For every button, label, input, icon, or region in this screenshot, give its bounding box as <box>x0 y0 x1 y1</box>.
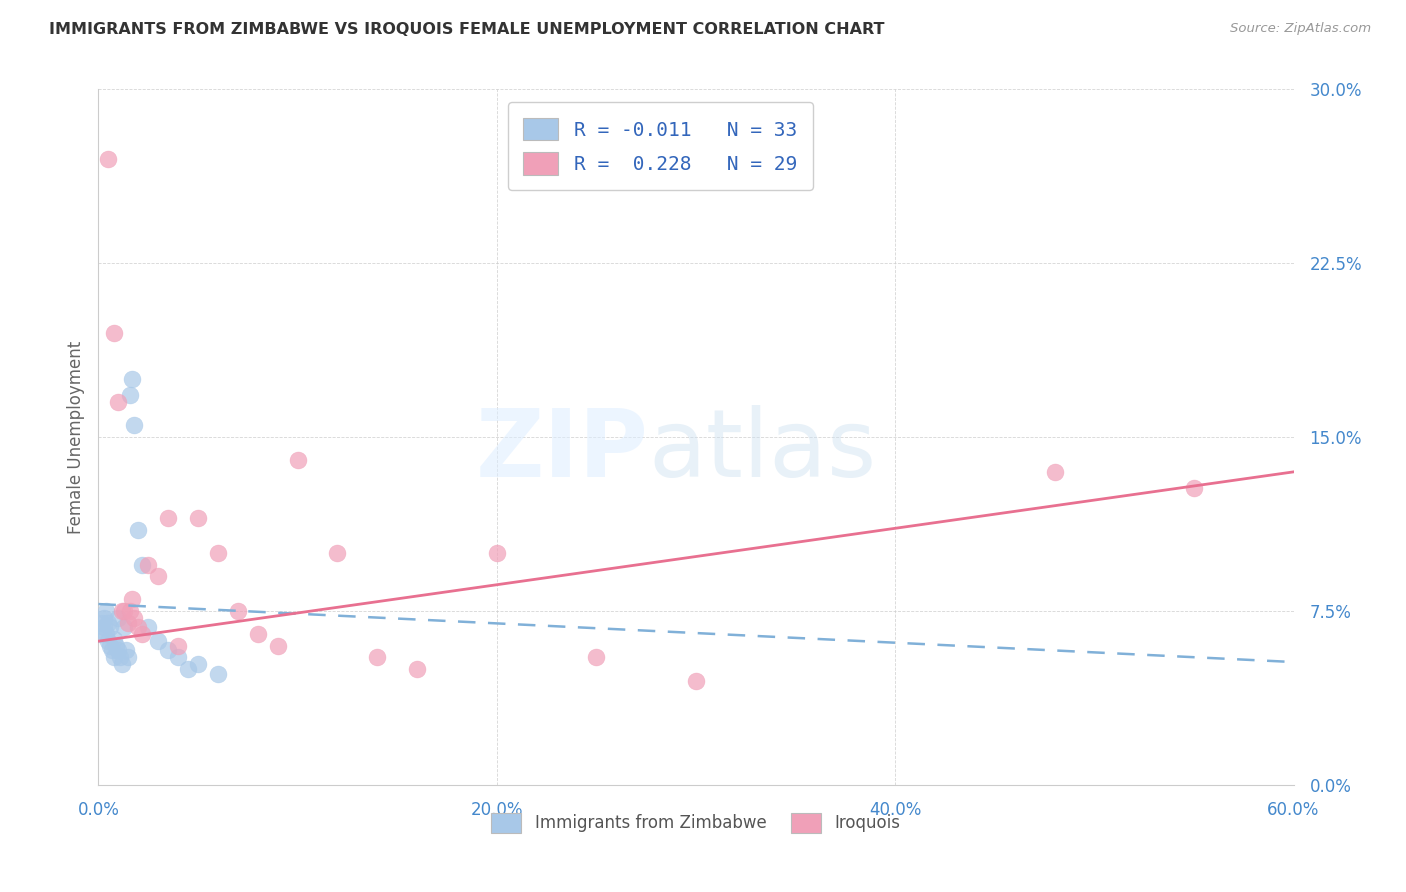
Point <box>107 611 129 625</box>
Point <box>148 569 170 583</box>
Point <box>246 627 269 641</box>
Point <box>127 620 149 634</box>
Point <box>124 418 146 433</box>
Point <box>93 620 115 634</box>
Point <box>127 523 149 537</box>
Y-axis label: Female Unemployment: Female Unemployment <box>66 341 84 533</box>
Point <box>136 620 159 634</box>
Point <box>1182 481 1205 495</box>
Point <box>91 615 114 630</box>
Point <box>111 657 134 672</box>
Text: IMMIGRANTS FROM ZIMBABWE VS IROQUOIS FEMALE UNEMPLOYMENT CORRELATION CHART: IMMIGRANTS FROM ZIMBABWE VS IROQUOIS FEM… <box>49 22 884 37</box>
Point <box>110 650 132 665</box>
Point <box>136 558 159 572</box>
Point <box>124 611 146 625</box>
Point <box>97 615 120 630</box>
Point <box>112 604 135 618</box>
Point <box>167 639 190 653</box>
Point <box>585 650 607 665</box>
Point <box>121 592 143 607</box>
Point <box>98 639 122 653</box>
Point <box>117 615 139 630</box>
Point <box>406 662 429 676</box>
Point <box>115 643 138 657</box>
Point <box>120 604 142 618</box>
Point <box>226 604 249 618</box>
Point <box>97 152 120 166</box>
Point <box>167 650 190 665</box>
Point <box>121 372 143 386</box>
Point <box>1043 465 1066 479</box>
Text: atlas: atlas <box>648 405 876 497</box>
Point <box>103 326 125 340</box>
Point <box>105 639 128 653</box>
Point <box>112 620 135 634</box>
Text: Source: ZipAtlas.com: Source: ZipAtlas.com <box>1230 22 1371 36</box>
Point <box>267 639 290 653</box>
Point <box>103 650 125 665</box>
Point <box>89 627 111 641</box>
Point <box>131 558 153 572</box>
Point <box>93 611 115 625</box>
Point <box>187 511 209 525</box>
Text: ZIP: ZIP <box>475 405 648 497</box>
Point <box>98 620 122 634</box>
Point <box>157 643 180 657</box>
Point <box>120 388 142 402</box>
Point <box>485 546 508 560</box>
Point <box>107 395 129 409</box>
Point <box>177 662 200 676</box>
Point <box>326 546 349 560</box>
Point <box>148 634 170 648</box>
Point <box>685 673 707 688</box>
Point <box>366 650 388 665</box>
Legend: Immigrants from Zimbabwe, Iroquois: Immigrants from Zimbabwe, Iroquois <box>485 806 907 839</box>
Point <box>101 643 124 657</box>
Point <box>111 604 134 618</box>
Point <box>96 604 118 618</box>
Point <box>207 546 229 560</box>
Point <box>96 627 118 641</box>
Point <box>97 634 120 648</box>
Point <box>157 511 180 525</box>
Point <box>103 632 125 646</box>
Point <box>131 627 153 641</box>
Point <box>187 657 209 672</box>
Point <box>117 650 139 665</box>
Point <box>287 453 309 467</box>
Point <box>107 643 129 657</box>
Point <box>207 666 229 681</box>
